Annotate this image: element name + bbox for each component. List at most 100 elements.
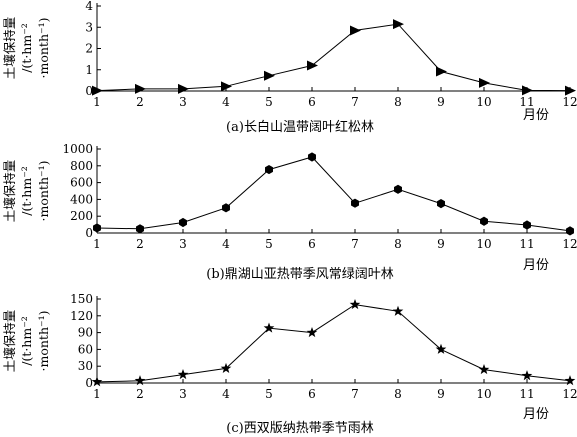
x-tick-label: 6 <box>308 95 316 109</box>
x-tick-label: 3 <box>179 95 187 109</box>
x-tick-label: 8 <box>394 387 402 401</box>
x-tick-label: 10 <box>476 95 491 109</box>
data-point <box>522 85 533 96</box>
y-axis-label-line: /(t·hm⁻² <box>19 316 34 366</box>
y-tick-label: 600 <box>70 176 93 190</box>
panel-caption: (a)长白山温带阔叶红松林 <box>226 119 374 135</box>
data-point <box>177 369 189 380</box>
y-axis-label-line: /(t·hm⁻² <box>19 166 34 216</box>
x-tick-label: 5 <box>265 95 273 109</box>
x-tick-label: 12 <box>562 387 577 401</box>
x-tick-label: 7 <box>351 95 359 109</box>
data-point <box>479 77 490 88</box>
series-line <box>96 304 571 383</box>
data-point <box>91 376 103 387</box>
panel-caption: (b)鼎湖山亚热带季风常绿阔叶林 <box>206 267 393 282</box>
y-axis-label-line: 土壤保持量 <box>2 310 17 373</box>
y-axis-label-line: 土壤保持量 <box>2 17 17 80</box>
data-point <box>521 370 533 381</box>
y-axis-label-line: ·month⁻¹) <box>36 18 51 79</box>
y-tick-label: 60 <box>78 342 93 356</box>
x-tick-label: 3 <box>179 387 187 401</box>
x-tick-label: 9 <box>437 387 445 401</box>
y-axis-label-line: 土壤保持量 <box>2 160 17 223</box>
x-tick-label: 2 <box>136 387 144 401</box>
data-point <box>265 164 273 175</box>
y-tick-label: 800 <box>70 159 93 173</box>
data-point <box>136 224 144 234</box>
y-tick-label: 0 <box>85 376 93 390</box>
y-tick-label: 3 <box>85 20 93 34</box>
data-point <box>350 25 361 36</box>
data-point <box>392 305 404 316</box>
x-axis-label: 月份 <box>523 108 549 123</box>
x-tick-label: 4 <box>222 95 230 109</box>
x-tick-label: 8 <box>394 95 402 109</box>
y-tick-label: 4 <box>85 0 93 13</box>
y-tick-label: 0 <box>85 226 93 240</box>
data-point <box>478 363 490 375</box>
x-tick-label: 12 <box>562 237 577 251</box>
x-tick-label: 6 <box>308 237 316 251</box>
data-point <box>220 362 232 373</box>
x-tick-label: 1 <box>93 237 101 251</box>
data-point <box>134 375 146 386</box>
x-tick-label: 1 <box>93 95 101 109</box>
data-point <box>222 203 230 213</box>
y-tick-label: 1000 <box>62 142 93 156</box>
x-tick-label: 2 <box>136 237 144 251</box>
x-tick-label: 2 <box>136 95 144 109</box>
y-axis-label: 土壤保持量/(t·hm⁻² ·month⁻¹) <box>2 310 51 373</box>
y-axis-label-line: /(t·hm⁻² <box>19 23 34 73</box>
data-point <box>308 152 316 162</box>
data-point <box>263 322 275 333</box>
y-axis-label: 土壤保持量/(t·hm⁻² ·month⁻¹) <box>2 17 51 80</box>
data-point <box>221 81 232 92</box>
y-tick-label: 120 <box>70 309 93 323</box>
x-tick-label: 10 <box>476 237 491 251</box>
x-tick-label: 7 <box>351 237 359 251</box>
data-point <box>178 83 189 94</box>
data-point <box>565 85 576 96</box>
series-line <box>96 156 571 232</box>
y-tick-label: 30 <box>78 359 93 373</box>
data-point <box>349 299 361 310</box>
x-tick-label: 5 <box>265 237 273 251</box>
data-point <box>394 184 402 194</box>
data-point <box>564 375 576 386</box>
data-point <box>480 216 488 226</box>
x-tick-label: 4 <box>222 237 230 251</box>
y-axis-label-line: ·month⁻¹) <box>36 161 51 222</box>
x-tick-label: 5 <box>265 387 273 401</box>
x-axis-label: 月份 <box>523 258 549 273</box>
x-tick-label: 1 <box>93 387 101 401</box>
y-tick-label: 90 <box>78 326 93 340</box>
data-point <box>92 85 103 96</box>
panel-caption: (c)西双版纳热带季节雨林 <box>226 421 373 436</box>
y-tick-label: 0 <box>85 84 93 98</box>
data-point <box>306 327 318 338</box>
data-point <box>393 19 404 30</box>
x-tick-label: 12 <box>562 95 577 109</box>
y-tick-label: 150 <box>70 292 93 306</box>
data-point <box>264 70 275 81</box>
data-point <box>435 343 447 354</box>
y-axis-label: 土壤保持量/(t·hm⁻² ·month⁻¹) <box>2 160 51 223</box>
data-point <box>437 199 445 209</box>
data-point <box>566 226 574 236</box>
x-tick-label: 7 <box>351 387 359 401</box>
data-point <box>135 83 146 94</box>
x-tick-label: 6 <box>308 387 316 401</box>
x-tick-label: 10 <box>476 387 491 401</box>
x-tick-label: 9 <box>437 95 445 109</box>
y-tick-label: 1 <box>85 63 93 77</box>
y-tick-label: 400 <box>70 192 93 206</box>
x-tick-label: 11 <box>519 95 534 109</box>
data-point <box>93 223 101 233</box>
data-point <box>523 220 531 230</box>
x-tick-label: 4 <box>222 387 230 401</box>
